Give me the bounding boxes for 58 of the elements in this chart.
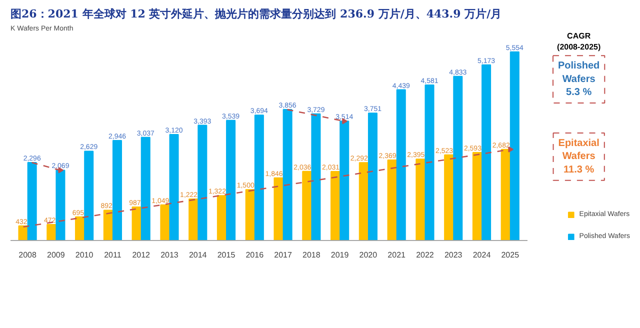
bar [46,224,56,240]
bar [424,84,434,240]
text: Epitaxial Wafers 11.3 % [558,138,600,176]
bar [396,89,406,240]
bar [453,76,463,240]
bar [302,170,312,240]
x-tick-label: 2009 [47,250,66,260]
chart-title: 图26：2021 年全球对 12 英寸外延片、抛光片的需求量分别达到 236.9 万片/月、443.9 万片/月 [10,8,502,20]
bar [254,114,264,240]
x-tick-label: 2020 [359,250,378,260]
text: Polished Wafers 5.3 % [558,60,600,98]
bar [27,162,37,240]
x-tick-label: 2021 [388,250,406,260]
bar [198,124,208,240]
x-tick-label: 2024 [472,250,492,260]
bar [18,225,28,240]
x-tick-label: 2017 [274,250,292,260]
bar [103,210,113,240]
x-tick-label: 2008 [18,250,37,260]
bar [387,160,397,240]
bar [282,109,292,240]
x-tick-label: 2018 [302,250,321,260]
bar [245,189,255,240]
text: CAGR (2008-2025) [557,32,601,52]
x-tick-label: 2011 [104,250,122,260]
bar [75,216,85,240]
x-tick-label: 2013 [160,250,179,260]
x-tick-label: 2019 [330,250,350,260]
bar [140,136,150,240]
x-tick-label: 2012 [132,250,151,260]
x-tick-label: 2010 [75,250,94,260]
bar [330,171,340,240]
bar [169,134,179,240]
x-tick-label: 2015 [217,250,236,260]
bar [482,64,492,240]
x-tick-label: 2022 [416,250,434,260]
x-tick-label: 2025 [501,250,520,260]
bar [311,113,321,240]
bar [368,112,378,240]
bar [510,51,520,240]
bar [132,206,142,240]
bar [274,177,284,240]
bar [112,140,122,240]
bar [226,120,236,240]
bar [56,170,66,240]
bar [340,120,350,240]
bar [160,204,170,240]
bar [472,152,482,240]
bar [416,158,426,240]
x-tick-label: 2014 [188,250,208,260]
bar [500,148,510,240]
x-tick-label: 2023 [444,250,463,260]
bar [84,150,94,240]
bar [216,195,226,240]
bar [188,198,198,240]
bar [444,154,454,240]
bar [358,162,368,240]
x-tick-label: 2016 [246,250,264,260]
